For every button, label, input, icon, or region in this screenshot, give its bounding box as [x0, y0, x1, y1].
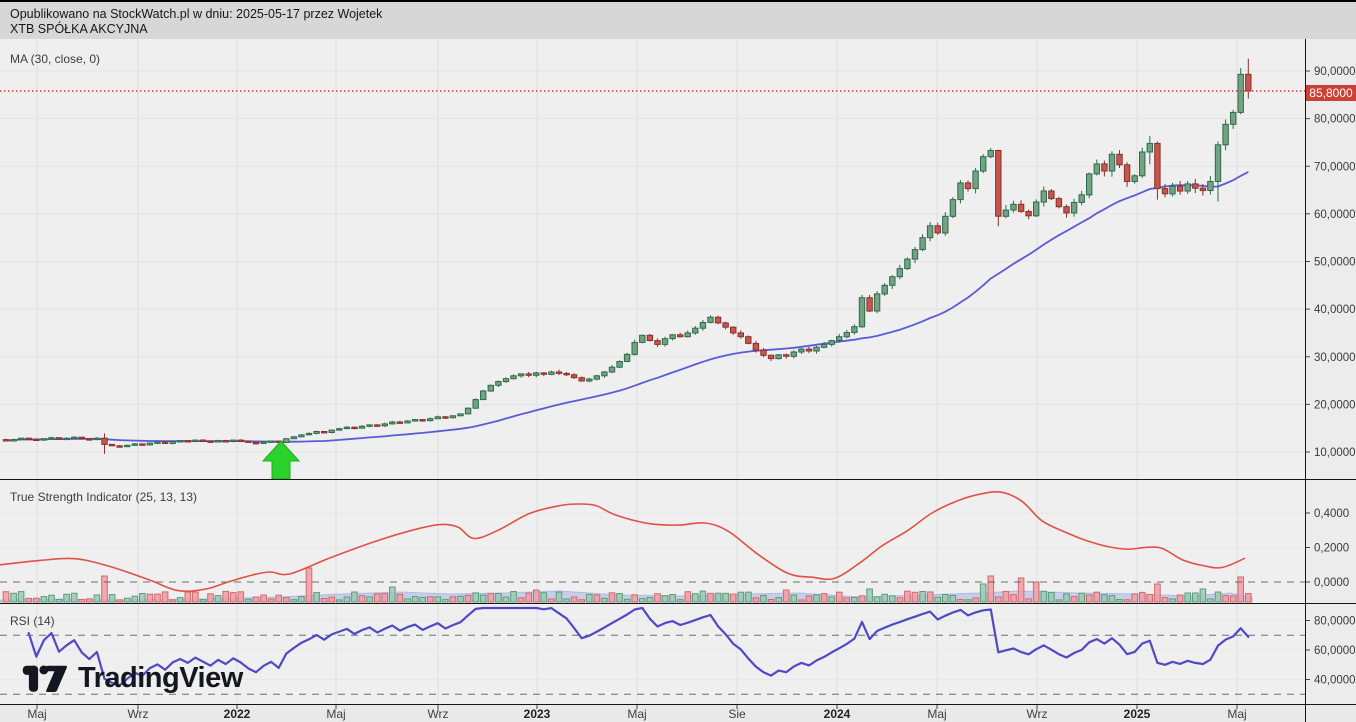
svg-text:90,0000: 90,0000	[1314, 66, 1356, 78]
svg-text:Maj: Maj	[326, 707, 345, 721]
svg-text:0,4000: 0,4000	[1314, 508, 1349, 520]
svg-text:0,0000: 0,0000	[1314, 577, 1349, 589]
pane-separator-price-tsi[interactable]	[0, 479, 1356, 480]
svg-text:Wrz: Wrz	[127, 707, 148, 721]
instrument-name: XTB SPÓŁKA AKCYJNA	[10, 22, 148, 36]
price-axis-background[interactable]	[1306, 39, 1356, 722]
svg-text:70,0000: 70,0000	[1314, 161, 1356, 173]
svg-text:Sie: Sie	[728, 707, 746, 721]
svg-text:0,2000: 0,2000	[1314, 543, 1349, 555]
time-axis-background[interactable]	[0, 705, 1356, 722]
svg-text:Maj: Maj	[1227, 707, 1246, 721]
svg-text:30,0000: 30,0000	[1314, 352, 1356, 364]
svg-text:Wrz: Wrz	[1026, 707, 1047, 721]
price-axis-separator	[1305, 39, 1306, 722]
svg-text:60,0000: 60,0000	[1314, 645, 1356, 657]
buy-arrow-annotation	[261, 440, 301, 480]
svg-text:2022: 2022	[224, 707, 251, 721]
tradingview-logo[interactable]: TradingView	[22, 658, 243, 698]
svg-text:50,0000: 50,0000	[1314, 257, 1356, 269]
svg-text:Maj: Maj	[927, 707, 946, 721]
rsi-indicator-label[interactable]: RSI (14)	[10, 614, 55, 628]
tsi-indicator-label[interactable]: True Strength Indicator (25, 13, 13)	[10, 490, 197, 504]
publish-info: Opublikowano na StockWatch.pl w dniu: 20…	[10, 7, 383, 21]
svg-text:10,0000: 10,0000	[1314, 447, 1356, 459]
svg-text:40,0000: 40,0000	[1314, 675, 1356, 687]
svg-text:80,0000: 80,0000	[1314, 114, 1356, 126]
tradingview-logo-text: TradingView	[78, 661, 243, 694]
svg-text:2025: 2025	[1124, 707, 1151, 721]
svg-text:Wrz: Wrz	[427, 707, 448, 721]
svg-text:Maj: Maj	[27, 707, 46, 721]
svg-text:20,0000: 20,0000	[1314, 399, 1356, 411]
svg-text:40,0000: 40,0000	[1314, 304, 1356, 316]
header-bar: Opublikowano na StockWatch.pl w dniu: 20…	[0, 2, 1356, 39]
tradingview-logo-icon	[22, 665, 68, 692]
svg-text:60,0000: 60,0000	[1314, 209, 1356, 221]
svg-text:2023: 2023	[524, 707, 551, 721]
last-price-tag: 85,8000	[1306, 85, 1356, 101]
svg-text:80,0000: 80,0000	[1314, 616, 1356, 628]
pane-separator-tsi-rsi[interactable]	[0, 603, 1356, 604]
pane-separator-rsi-timeaxis	[0, 704, 1356, 705]
svg-text:2024: 2024	[824, 707, 851, 721]
ma-indicator-label[interactable]: MA (30, close, 0)	[10, 52, 101, 66]
svg-text:Maj: Maj	[627, 707, 646, 721]
